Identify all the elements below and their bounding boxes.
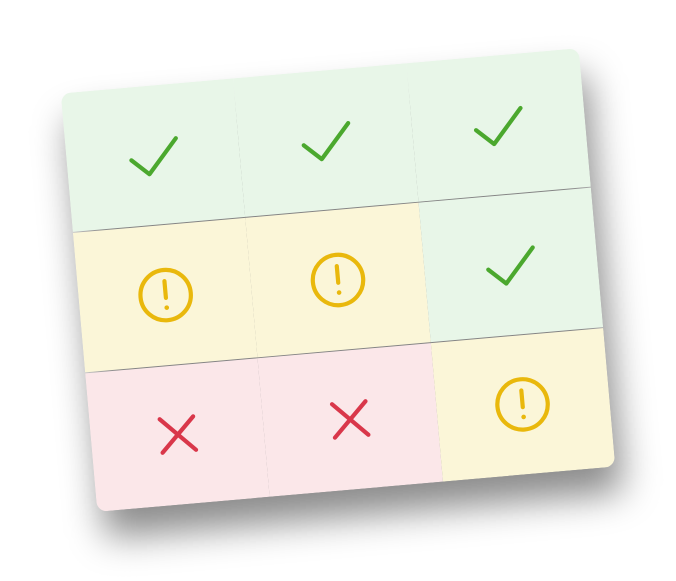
check-icon — [461, 87, 537, 163]
exclamation-circle-icon — [127, 257, 203, 333]
exclamation-circle-icon — [485, 367, 561, 443]
grid-cell — [258, 343, 443, 497]
grid-cell — [418, 188, 603, 342]
exclamation-circle-icon — [300, 242, 376, 318]
grid-cell — [61, 78, 246, 232]
grid-cell — [233, 63, 418, 217]
grid-cell — [73, 218, 258, 372]
cross-icon — [312, 382, 388, 458]
grid-cell — [85, 358, 270, 512]
check-icon — [288, 102, 364, 178]
grid-cell — [406, 48, 591, 202]
grid-cell — [246, 203, 431, 357]
stage — [0, 0, 676, 581]
check-icon — [115, 117, 191, 193]
status-grid-card — [61, 48, 616, 512]
check-icon — [473, 227, 549, 303]
cross-icon — [140, 397, 216, 473]
grid-cell — [430, 328, 615, 482]
